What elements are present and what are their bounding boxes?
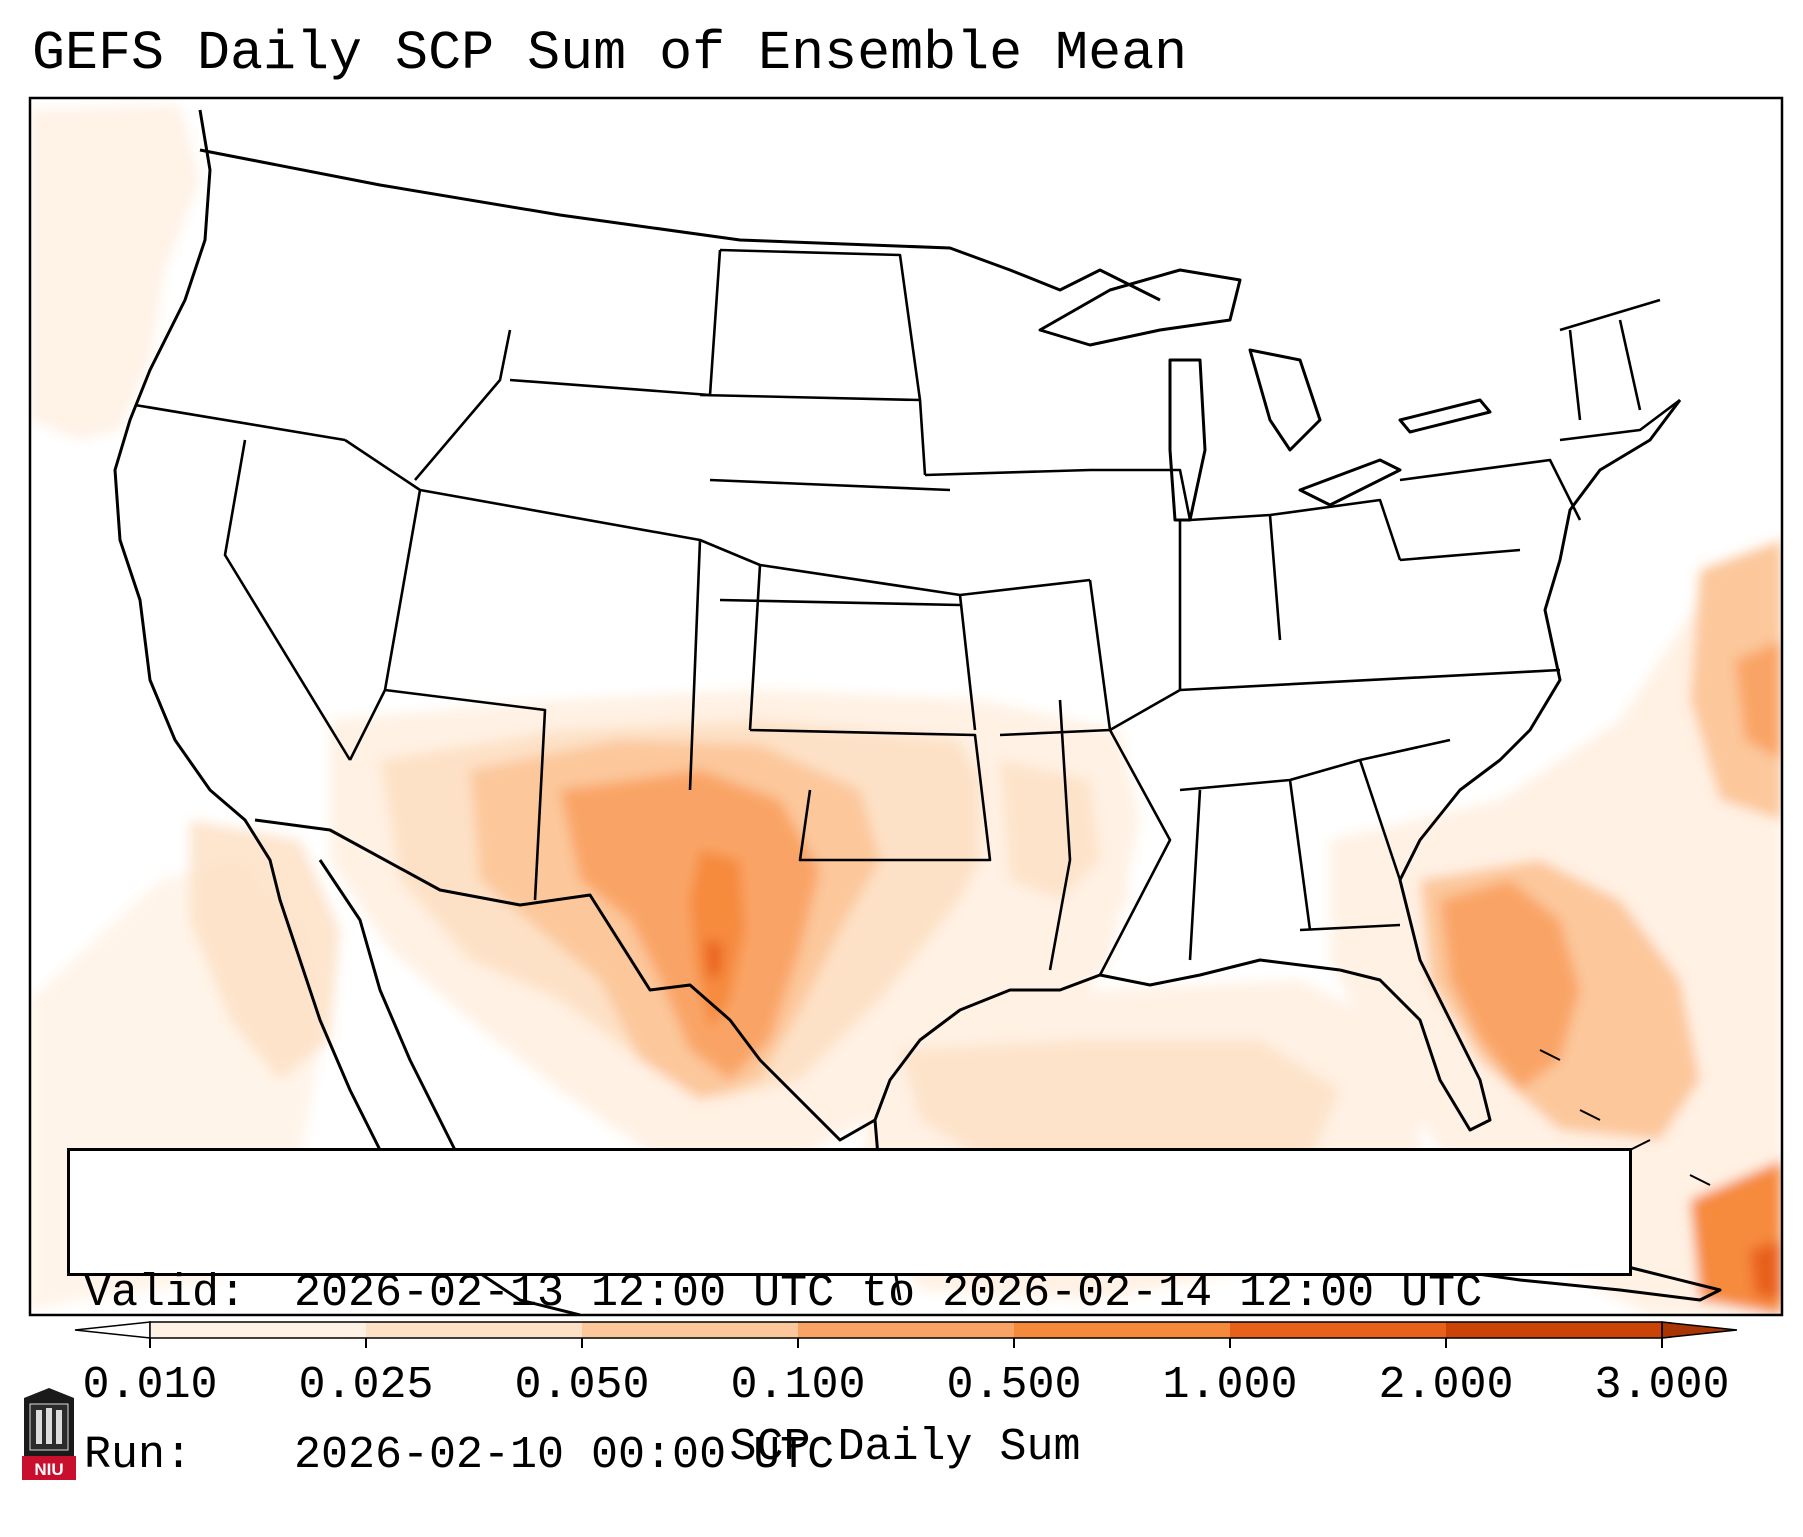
logo-text: NIU	[34, 1460, 63, 1479]
colorbar-tick-label: 0.100	[730, 1360, 866, 1411]
colorbar-label: SCP Daily Sum	[729, 1422, 1081, 1473]
state-lines	[134, 248, 1582, 976]
run-value: 2026-02-10 00:00 UTC	[294, 1430, 835, 1481]
valid-value: 2026-02-13 12:00 UTC to 2026-02-14 12:00…	[294, 1268, 1483, 1319]
info-box: Valid: 2026-02-13 12:00 UTC to 2026-02-1…	[67, 1148, 1632, 1481]
scp-shading	[30, 105, 1782, 1315]
baja-peninsula	[318, 859, 472, 1181]
canada-border	[199, 148, 1161, 302]
colorbar-tick-label: 1.000	[1162, 1360, 1298, 1411]
colorbar-over-extension	[1661, 1321, 1738, 1339]
florida-shading	[1440, 880, 1580, 1090]
colorbar-segment	[1446, 1322, 1663, 1338]
baja-shading	[190, 820, 340, 1080]
niu-logo-icon: NIU	[22, 1388, 76, 1480]
bahamas	[1539, 1049, 1711, 1186]
lake-superior	[1038, 268, 1242, 347]
colorbar-segment	[1014, 1322, 1231, 1338]
texas-core-shading	[560, 770, 820, 1080]
colorbar-tick-label: 0.500	[946, 1360, 1082, 1411]
colorbar-tick-label: 3.000	[1594, 1360, 1730, 1411]
lake-huron	[1248, 348, 1322, 452]
colorbar-outline	[149, 1321, 1663, 1339]
valid-line: Valid: 2026-02-13 12:00 UTC to 2026-02-1…	[84, 1267, 1615, 1321]
colorbar-segment	[366, 1322, 583, 1338]
us-mexico-border	[254, 818, 876, 1142]
atlantic-east-shading	[1690, 540, 1782, 820]
arkansas-shading	[1000, 760, 1100, 900]
atlantic-east-core-shading	[1735, 640, 1782, 760]
caribbean-core-shading	[1750, 1240, 1782, 1300]
colorbar-tick-label: 0.050	[514, 1360, 650, 1411]
colorbar	[74, 1321, 1738, 1348]
new-england-lines	[1559, 298, 1681, 442]
pacific-offshore-shading	[30, 105, 200, 440]
page-title: GEFS Daily SCP Sum of Ensemble Mean	[32, 22, 1188, 85]
colorbar-segment	[798, 1322, 1015, 1338]
lake-michigan	[1168, 358, 1207, 522]
texas-max-shading	[690, 850, 745, 1030]
colorbar-segment	[1230, 1322, 1447, 1338]
run-line: Run: 2026-02-10 00:00 UTC	[84, 1429, 1615, 1483]
east-coast	[1339, 399, 1682, 1132]
texas-peak-shading	[706, 940, 722, 978]
map-frame	[28, 96, 1784, 1317]
run-label: Run:	[84, 1430, 193, 1481]
colorbar-segment	[150, 1322, 367, 1338]
colorbar-tick-label: 0.025	[298, 1360, 434, 1411]
gulf-mid-shading	[900, 1040, 1340, 1180]
lake-erie-ontario	[1298, 398, 1492, 507]
colorbar-segment	[582, 1322, 799, 1338]
colorbar-tick-label: 2.000	[1378, 1360, 1514, 1411]
colorbar-tick-label: 0.010	[82, 1360, 218, 1411]
valid-label: Valid:	[84, 1268, 247, 1319]
